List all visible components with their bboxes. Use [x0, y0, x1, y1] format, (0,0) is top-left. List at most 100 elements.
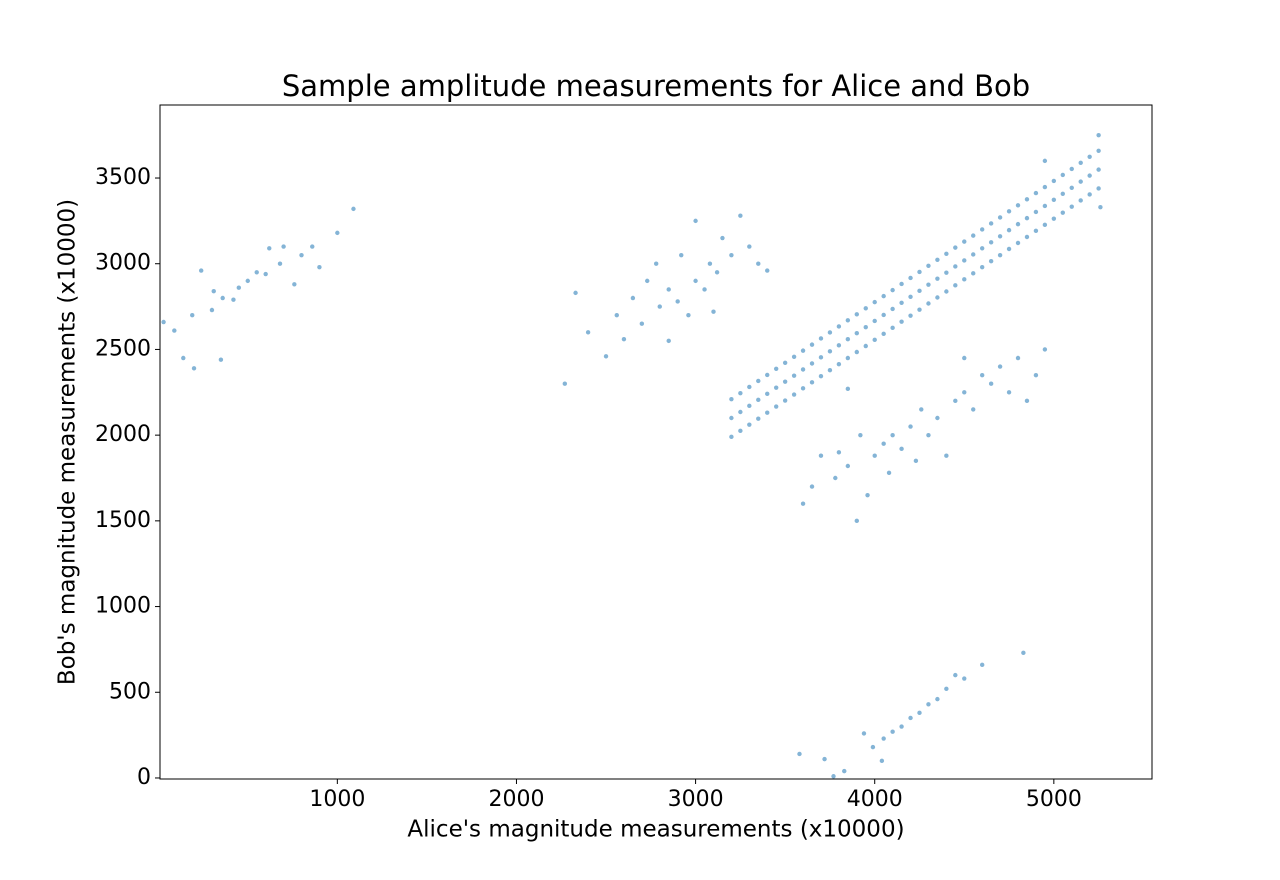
point: [836, 343, 842, 348]
point: [1096, 148, 1101, 153]
point: [854, 349, 860, 355]
point: [263, 271, 268, 277]
point: [335, 230, 340, 236]
point: [926, 702, 931, 707]
point: [765, 372, 770, 378]
point: [962, 239, 967, 244]
point: [926, 432, 931, 438]
point: [791, 373, 797, 378]
point: [854, 312, 860, 317]
point: [639, 321, 645, 326]
point: [944, 251, 949, 256]
point: [917, 269, 922, 275]
point: [881, 331, 886, 337]
point: [863, 343, 868, 349]
point: [675, 299, 680, 304]
point: [1087, 154, 1092, 159]
point: [666, 338, 671, 344]
point: [917, 288, 922, 294]
point: [854, 330, 860, 336]
point: [756, 416, 761, 421]
point: [997, 252, 1003, 258]
point: [198, 268, 204, 273]
point: [865, 492, 870, 498]
point: [944, 289, 949, 294]
point: [1087, 192, 1092, 197]
point: [953, 283, 958, 288]
point: [979, 662, 985, 668]
point: [971, 233, 976, 238]
point: [809, 484, 815, 489]
point: [351, 206, 356, 212]
point: [738, 409, 743, 415]
point: [1033, 228, 1039, 234]
plot-frame: [159, 104, 1153, 780]
point: [1015, 221, 1021, 227]
point: [310, 244, 315, 249]
point: [935, 257, 940, 262]
point: [1078, 198, 1083, 203]
point: [831, 774, 836, 779]
point: [818, 453, 824, 458]
point: [845, 355, 851, 361]
point: [211, 288, 216, 294]
y-tick-label: 1500: [95, 508, 151, 533]
point: [890, 325, 895, 331]
point: [747, 244, 752, 249]
point: [890, 729, 895, 734]
y-tick-label: 3500: [95, 165, 151, 190]
point: [917, 307, 922, 312]
point: [800, 501, 806, 506]
point: [236, 285, 242, 290]
x-tick-label: 2000: [488, 787, 544, 812]
point: [979, 372, 985, 378]
x-tick-label: 3000: [668, 787, 724, 812]
point: [756, 261, 761, 266]
point: [842, 768, 847, 774]
point: [1015, 240, 1021, 246]
point: [890, 287, 895, 293]
point: [997, 234, 1003, 239]
point: [879, 758, 885, 764]
point: [845, 318, 851, 323]
point: [962, 676, 967, 681]
point: [953, 245, 958, 250]
point: [863, 306, 868, 311]
point: [890, 432, 895, 438]
point: [881, 312, 886, 318]
point: [765, 391, 770, 397]
point: [836, 361, 842, 367]
point: [908, 715, 913, 721]
point: [729, 252, 734, 258]
point: [971, 271, 976, 276]
y-tick-label: 0: [137, 765, 151, 790]
point: [1069, 204, 1074, 209]
point: [702, 287, 707, 292]
point: [1015, 355, 1021, 361]
point: [657, 304, 662, 309]
point: [791, 354, 797, 360]
point: [1069, 185, 1074, 190]
point: [962, 277, 967, 282]
point: [1060, 172, 1065, 178]
point: [861, 731, 867, 736]
point: [317, 264, 322, 270]
point: [707, 261, 713, 266]
point: [782, 398, 788, 403]
point: [603, 354, 609, 359]
point: [1024, 215, 1030, 221]
point: [782, 360, 788, 366]
point: [845, 386, 851, 392]
point: [729, 415, 734, 421]
point: [621, 336, 627, 342]
point: [747, 384, 752, 390]
y-tick-label: 1000: [95, 594, 151, 619]
point: [935, 276, 940, 281]
point: [899, 446, 904, 452]
point: [881, 441, 886, 446]
point: [953, 398, 958, 404]
point: [679, 252, 684, 258]
point: [1096, 167, 1101, 172]
point: [1006, 246, 1012, 252]
